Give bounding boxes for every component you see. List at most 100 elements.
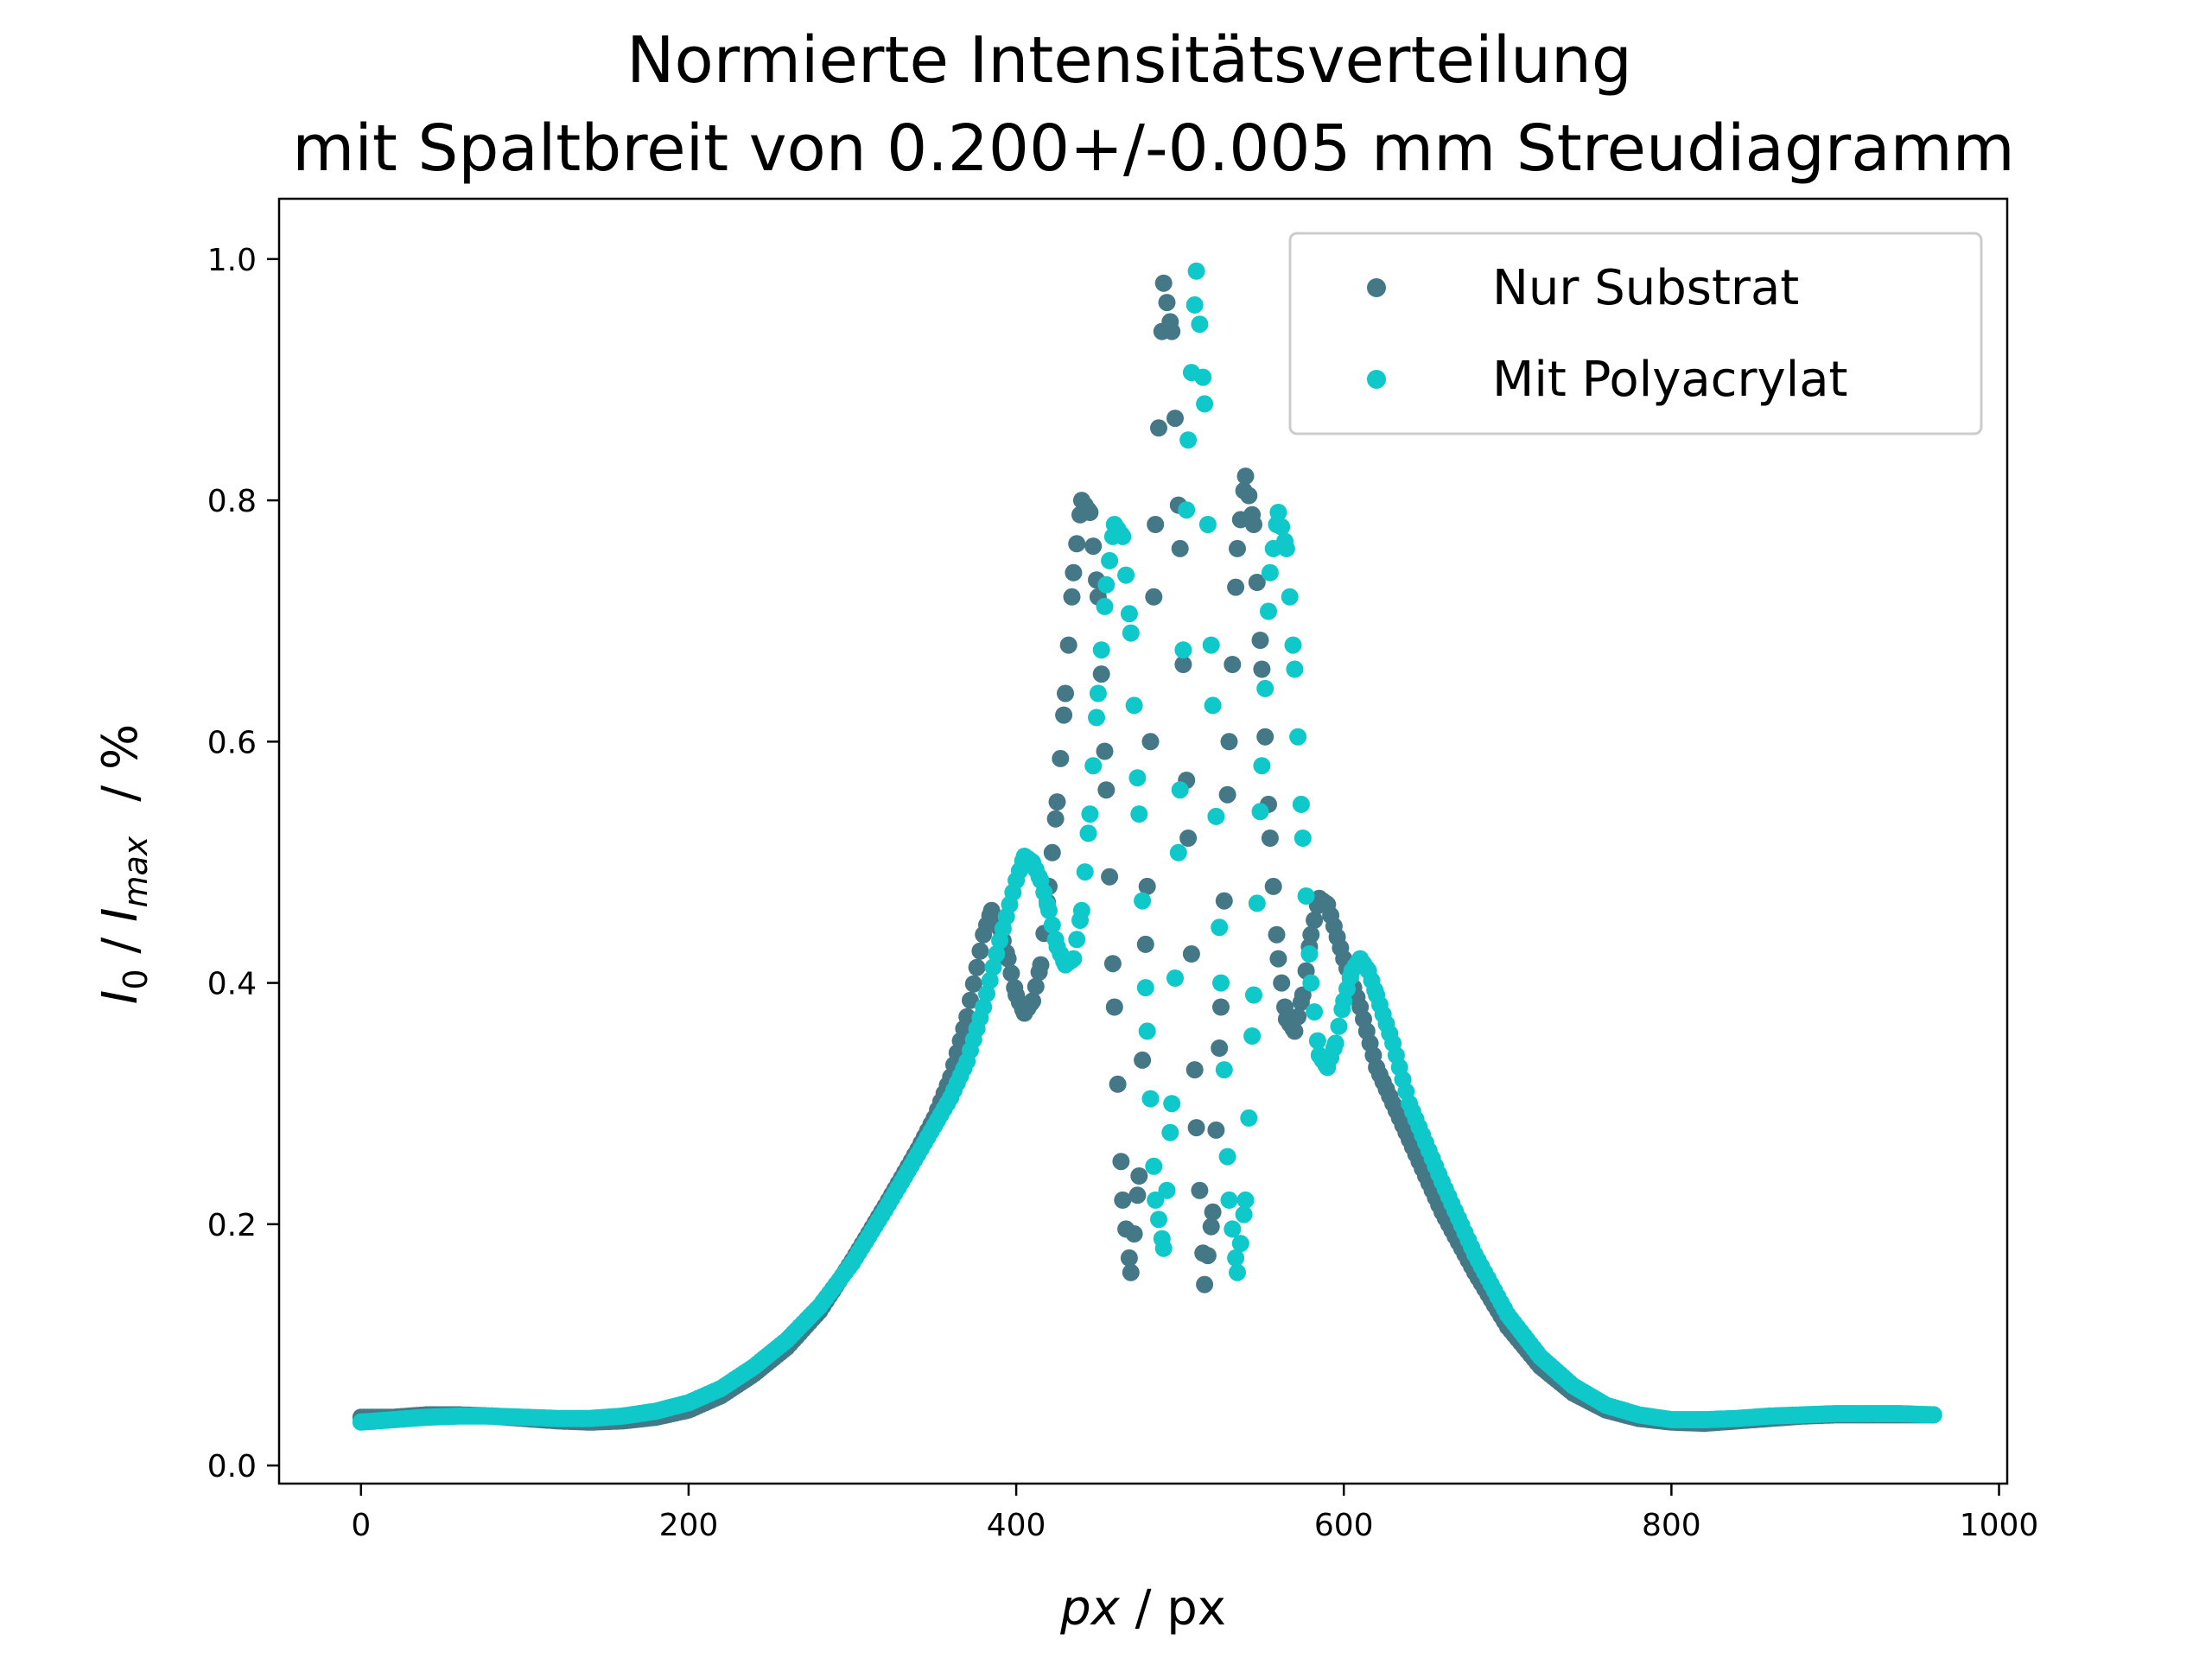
data-point — [1154, 274, 1173, 292]
data-point — [1154, 1239, 1173, 1257]
data-point — [1092, 665, 1110, 683]
data-point — [1076, 863, 1094, 881]
data-point — [1138, 1022, 1156, 1040]
data-point — [958, 1007, 976, 1026]
data-point — [1212, 998, 1230, 1016]
data-point — [1211, 1039, 1229, 1057]
data-point — [1002, 964, 1020, 982]
data-point — [1286, 660, 1304, 678]
data-point — [1185, 296, 1204, 314]
x-tick-label: 0 — [351, 1508, 371, 1543]
data-point — [1048, 793, 1066, 811]
data-point — [1179, 431, 1198, 449]
data-point — [1269, 950, 1287, 968]
y-axis-separator: / — [92, 922, 149, 969]
y-tick-label: 0.6 — [207, 725, 257, 760]
data-point — [1105, 998, 1123, 1016]
data-point — [1112, 1153, 1130, 1171]
data-point — [1204, 1203, 1222, 1221]
data-point — [1302, 925, 1320, 944]
data-point — [1251, 803, 1269, 821]
data-point — [1215, 1061, 1233, 1079]
data-point — [1224, 1220, 1242, 1238]
data-point — [1326, 1034, 1344, 1052]
data-point — [1261, 563, 1279, 582]
data-point — [1097, 781, 1116, 799]
data-point — [1065, 563, 1083, 582]
data-point — [1096, 742, 1114, 760]
y-axis-intensity-symbol: I — [92, 990, 149, 1005]
data-point — [1169, 843, 1187, 861]
data-point — [1198, 1247, 1217, 1265]
data-point — [1141, 733, 1160, 751]
data-point — [1245, 986, 1262, 1004]
data-point — [1141, 1090, 1160, 1108]
y-tick-label: 0.0 — [207, 1449, 257, 1484]
data-point — [1114, 527, 1132, 545]
data-point — [1220, 733, 1238, 751]
data-point — [1218, 785, 1236, 804]
legend-marker-mit-polyacrylat — [1367, 370, 1386, 389]
plot-area-frame — [277, 197, 2009, 1485]
data-point — [1065, 950, 1083, 968]
data-point — [1136, 979, 1154, 997]
data-point — [1231, 1235, 1249, 1253]
data-point — [1196, 395, 1214, 413]
data-point — [1306, 912, 1324, 929]
chart-title-line-1: Normierte Intensitätsverteilung — [626, 23, 1632, 98]
data-point — [1096, 597, 1114, 615]
data-point — [1084, 757, 1103, 775]
series-mit-polyacrylat — [352, 262, 1942, 1431]
data-point — [1179, 830, 1198, 847]
data-point — [1207, 1121, 1225, 1139]
data-point — [968, 958, 986, 976]
data-point — [1185, 1061, 1204, 1079]
data-point — [988, 945, 1006, 963]
data-point — [1163, 1095, 1181, 1113]
y-tick-label: 0.8 — [207, 484, 257, 519]
data-point — [1187, 1119, 1205, 1137]
data-point — [1253, 757, 1271, 775]
data-point — [1330, 1017, 1348, 1035]
data-point — [1243, 1027, 1262, 1045]
data-point — [1161, 1123, 1179, 1141]
data-point — [1088, 709, 1105, 727]
data-point — [1264, 877, 1282, 895]
data-point — [1158, 294, 1176, 312]
x-tick-label: 600 — [1314, 1508, 1374, 1543]
data-point — [1130, 805, 1148, 823]
data-point — [1308, 1032, 1326, 1050]
data-point — [1260, 602, 1277, 620]
data-point — [1081, 805, 1099, 823]
data-point — [1215, 892, 1233, 910]
data-point — [1211, 918, 1229, 937]
data-point — [1220, 1191, 1238, 1209]
data-point — [1229, 1263, 1246, 1281]
data-point — [1097, 575, 1116, 594]
data-point — [1079, 824, 1097, 842]
y-axis-ticks: 0.0 0.2 0.4 0.6 0.8 1.0 — [207, 243, 279, 1484]
y-axis-subscript-max: max — [117, 836, 155, 907]
data-point — [1235, 1205, 1253, 1224]
data-point — [1300, 945, 1319, 963]
data-point — [1024, 992, 1041, 1010]
data-point — [1103, 955, 1122, 973]
data-point — [1191, 1181, 1209, 1199]
data-point — [1136, 935, 1154, 953]
data-point — [1191, 315, 1209, 334]
data-point — [1117, 566, 1135, 584]
series-nur-substrat — [352, 274, 1942, 1433]
data-point — [1084, 537, 1103, 556]
data-point — [1202, 1217, 1220, 1236]
x-tick-label: 800 — [1642, 1508, 1701, 1543]
legend-label-mit-polyacrylat: Mit Polyacrylat — [1492, 352, 1847, 408]
data-point — [1224, 656, 1242, 673]
data-point — [1182, 945, 1200, 963]
data-point — [1196, 1275, 1214, 1294]
data-point — [1101, 868, 1119, 886]
data-point — [1057, 684, 1074, 702]
chart-title-line-2: mit Spaltbreit von 0.200+/-0.005 mm Stre… — [292, 111, 2014, 186]
data-point — [1130, 1167, 1148, 1185]
data-point — [1256, 679, 1274, 697]
